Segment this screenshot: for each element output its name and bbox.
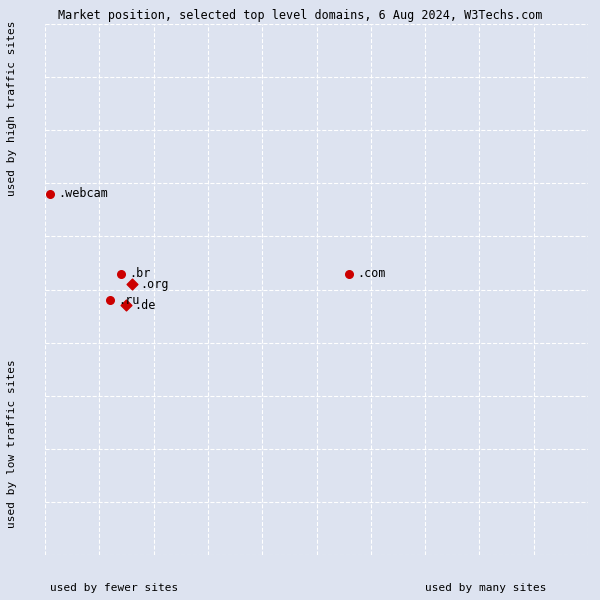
Point [106,295,115,305]
Text: .ru: .ru [118,293,140,307]
Text: .webcam: .webcam [59,187,109,200]
Point [46,189,55,199]
Point [344,269,354,278]
Text: used by fewer sites: used by fewer sites [50,583,178,593]
Point [116,269,126,278]
Point [127,280,137,289]
Text: Market position, selected top level domains, 6 Aug 2024, W3Techs.com: Market position, selected top level doma… [58,9,542,22]
Text: .br: .br [129,267,151,280]
Text: used by low traffic sites: used by low traffic sites [7,359,17,529]
Text: .de: .de [134,299,156,312]
Text: used by many sites: used by many sites [425,583,547,593]
Text: .com: .com [357,267,386,280]
Point [122,301,131,310]
Text: used by high traffic sites: used by high traffic sites [7,20,17,196]
Text: .org: .org [140,278,169,290]
